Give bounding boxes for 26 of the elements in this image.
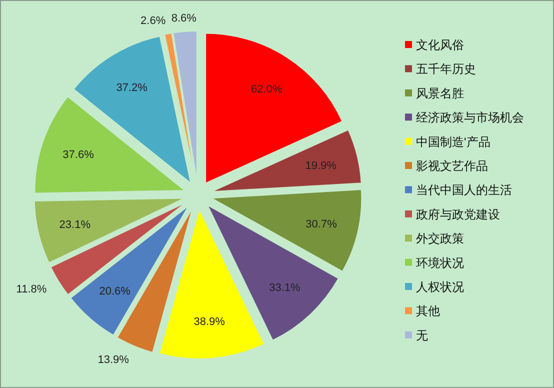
legend-label: 政府与政党建设 bbox=[416, 207, 500, 222]
data-label: 11.8% bbox=[16, 284, 47, 296]
legend-label: 环境状况 bbox=[416, 256, 464, 270]
legend-label: 外交政策 bbox=[416, 232, 464, 246]
data-label: 33.1% bbox=[269, 282, 300, 294]
data-label: 37.6% bbox=[62, 149, 94, 162]
data-label: 19.9% bbox=[305, 160, 337, 172]
legend-label: 经济政策与市场机会 bbox=[416, 110, 524, 125]
data-label: 2.6% bbox=[140, 14, 166, 27]
legend-label: 风景名胜 bbox=[416, 86, 464, 100]
data-label: 38.9% bbox=[194, 316, 226, 328]
data-label: 20.6% bbox=[99, 285, 131, 298]
legend-label: 五千年历史 bbox=[416, 62, 476, 76]
legend-label: 中国制造'产品 bbox=[416, 134, 490, 149]
legend-label: 文化风俗 bbox=[416, 38, 464, 52]
data-label: 62.0% bbox=[250, 84, 282, 96]
data-label: 23.1% bbox=[59, 219, 91, 232]
data-label: 13.9% bbox=[98, 354, 130, 366]
legend-label: 无 bbox=[416, 328, 428, 342]
legend-label: 其他 bbox=[416, 304, 440, 318]
legend-label: 影视文艺作品 bbox=[416, 159, 488, 173]
legend-label: 当代中国人的生活 bbox=[416, 183, 512, 198]
data-label: 30.7% bbox=[306, 218, 338, 230]
legend-label: 人权状况 bbox=[416, 280, 464, 294]
data-label: 37.2% bbox=[116, 82, 148, 94]
data-label: 8.6% bbox=[171, 12, 197, 25]
